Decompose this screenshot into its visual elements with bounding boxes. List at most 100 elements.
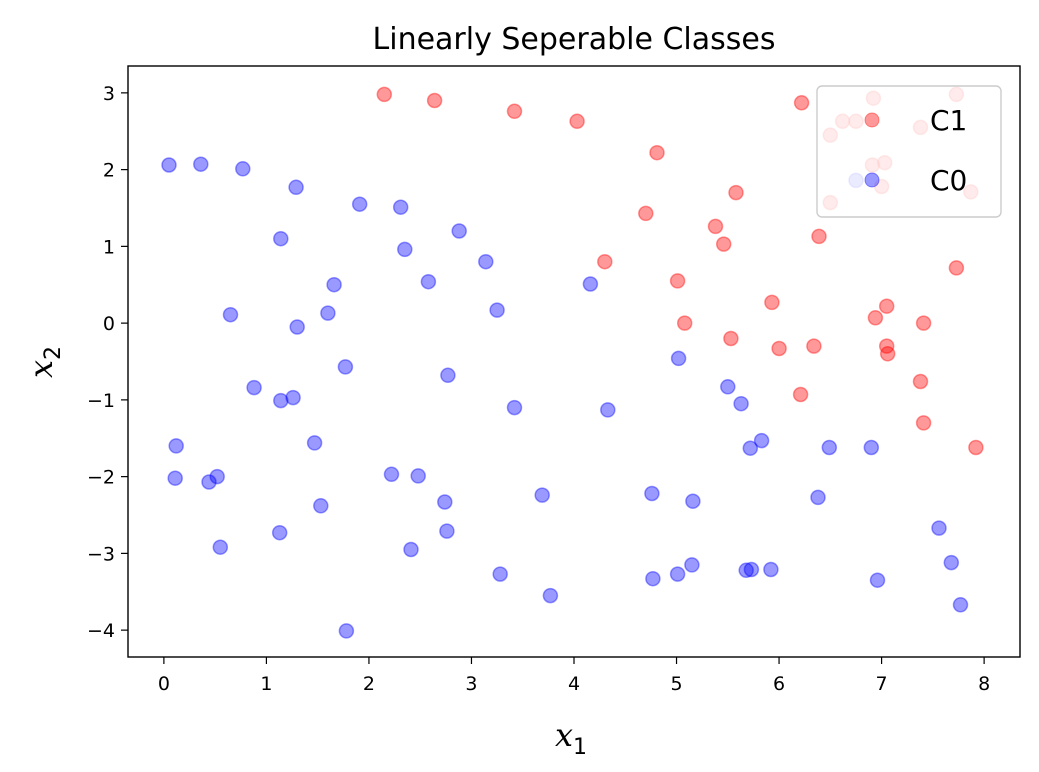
- point-c0-55: [669, 566, 686, 582]
- point-c0-27: [753, 432, 770, 449]
- point-c0-38: [644, 485, 660, 502]
- point-c1-33: [878, 338, 895, 354]
- point-c1-24: [669, 273, 686, 289]
- x-tick-label-8: 8: [978, 673, 990, 695]
- point-c0-54: [492, 566, 508, 582]
- y-axis-label-subscript: 2: [41, 346, 66, 360]
- y-tick-label-2: −2: [87, 467, 115, 489]
- legend: C1 C0: [816, 85, 1002, 218]
- point-c0-3: [288, 179, 304, 196]
- point-c0-16: [289, 319, 305, 335]
- point-c0-4: [351, 196, 368, 212]
- point-c1-31: [771, 340, 787, 357]
- point-c0-57: [869, 572, 886, 588]
- point-c1-8: [715, 236, 732, 252]
- point-c0-18: [337, 359, 354, 375]
- point-c0-2: [235, 161, 251, 177]
- point-c1-26: [676, 315, 693, 331]
- point-c0-30: [821, 439, 838, 456]
- x-tick-label-0: 0: [158, 673, 170, 695]
- point-c0-23: [285, 389, 301, 406]
- point-c1-21: [811, 228, 827, 245]
- point-c0-60: [338, 623, 355, 639]
- point-c0-53: [738, 562, 754, 579]
- point-c0-11: [326, 276, 342, 293]
- point-c1-38: [968, 439, 984, 456]
- point-c0-7: [451, 223, 467, 239]
- y-axis-label: x2: [22, 346, 66, 378]
- point-c1-30: [723, 330, 739, 347]
- legend-label-c1: C1: [930, 104, 967, 137]
- point-c0-32: [168, 438, 184, 454]
- point-c0-34: [209, 468, 225, 485]
- point-c0-5: [392, 199, 409, 215]
- y-tick-label-0: −4: [87, 620, 115, 642]
- point-c0-21: [720, 379, 736, 395]
- point-c0-12: [582, 276, 599, 292]
- point-c0-17: [670, 350, 687, 367]
- point-c0-25: [506, 399, 523, 416]
- point-c0-35: [201, 474, 217, 490]
- x-axis-label: x1: [555, 716, 587, 760]
- point-c0-48: [403, 541, 419, 558]
- x-tick-label-2: 2: [363, 673, 375, 695]
- point-c0-46: [931, 520, 947, 536]
- point-c1-10: [793, 95, 810, 111]
- point-c0-37: [410, 468, 426, 484]
- point-c0-29: [742, 440, 759, 456]
- x-tick-label-7: 7: [876, 673, 888, 695]
- point-c1-4: [649, 144, 665, 161]
- point-c0-51: [743, 561, 760, 578]
- y-tick-label-6: 2: [103, 160, 115, 182]
- point-c0-10: [420, 273, 437, 290]
- point-c1-32: [806, 338, 822, 354]
- point-c1-1: [426, 92, 443, 109]
- legend-box: [816, 85, 1002, 218]
- y-tick-label-4: 0: [103, 313, 115, 335]
- x-axis-label-main: x: [555, 716, 573, 754]
- plot-area-frame: [127, 65, 1021, 658]
- point-c1-7: [707, 218, 724, 235]
- x-axis-label-subscript: 1: [573, 735, 587, 760]
- x-tick-label-4: 4: [568, 673, 580, 695]
- point-c0-44: [439, 523, 455, 539]
- point-c0-31: [863, 439, 880, 456]
- point-c1-35: [912, 373, 929, 390]
- point-c1-23: [948, 260, 965, 276]
- y-tick-label-7: 3: [103, 83, 115, 105]
- y-tick-label-1: −3: [87, 543, 115, 565]
- point-c0-39: [534, 487, 550, 503]
- point-c1-0: [376, 86, 393, 103]
- point-c0-42: [437, 494, 453, 510]
- point-c0-52: [763, 561, 779, 578]
- point-c0-1: [193, 156, 209, 172]
- point-c0-20: [246, 379, 262, 396]
- point-c0-36: [383, 466, 400, 483]
- point-c0-33: [167, 470, 183, 486]
- point-c0-26: [600, 402, 616, 418]
- point-c0-56: [645, 570, 661, 587]
- chart-title: Linearly Seperable Classes: [373, 22, 776, 57]
- point-c0-43: [313, 498, 329, 514]
- point-c0-28: [306, 435, 323, 451]
- point-c0-50: [684, 557, 700, 573]
- point-c1-6: [728, 184, 744, 201]
- point-c0-9: [478, 253, 494, 270]
- point-c0-6: [273, 230, 289, 247]
- point-c1-28: [878, 298, 895, 314]
- x-tick-label-5: 5: [670, 673, 682, 695]
- point-c0-49: [943, 554, 960, 571]
- point-c0-41: [810, 489, 826, 506]
- point-c0-45: [271, 524, 288, 541]
- point-c1-36: [792, 386, 809, 403]
- point-c0-15: [320, 305, 336, 321]
- x-tick-label-1: 1: [260, 673, 272, 695]
- point-c0-47: [212, 539, 229, 555]
- point-c1-9: [597, 253, 613, 270]
- legend-label-c0: C0: [930, 164, 967, 197]
- y-tick-label-3: −1: [87, 390, 115, 412]
- point-c1-34: [879, 346, 896, 362]
- y-axis-label-main: x: [22, 360, 60, 378]
- legend-marker-c1: [864, 112, 880, 128]
- points-layer: [161, 86, 984, 639]
